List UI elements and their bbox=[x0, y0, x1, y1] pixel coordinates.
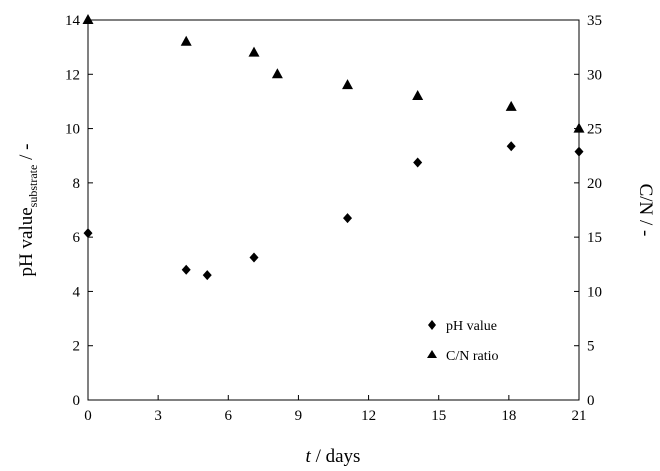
x-axis-ticks: 0 3 6 9 12 15 18 21 bbox=[84, 395, 587, 424]
ph-value-point bbox=[83, 228, 93, 239]
left-y-tick-label: 12 bbox=[65, 67, 80, 83]
ph-value-point bbox=[181, 264, 191, 275]
right-y-tick-label: 0 bbox=[587, 393, 595, 409]
x-tick-label: 6 bbox=[225, 408, 233, 424]
x-axis-label: t / days bbox=[306, 446, 361, 467]
cn-ratio-point bbox=[180, 35, 192, 46]
cn-ratio-point bbox=[82, 14, 94, 24]
left-y-tick-label: 8 bbox=[73, 176, 81, 192]
left-y-tick-label: 10 bbox=[65, 122, 80, 138]
right-y-tick-label: 5 bbox=[587, 339, 595, 355]
legend: pH value C/N ratio bbox=[427, 319, 499, 364]
legend-label-cn: C/N ratio bbox=[446, 349, 499, 364]
x-tick-label: 18 bbox=[501, 408, 516, 424]
ph-value-point bbox=[506, 141, 516, 152]
plot-frame bbox=[87, 19, 580, 401]
left-y-axis-label: pH valuesubstrate / - bbox=[16, 144, 40, 277]
left-y-tick-label: 4 bbox=[73, 284, 81, 300]
x-tick-label: 0 bbox=[84, 408, 92, 424]
right-y-tick-label: 20 bbox=[587, 176, 602, 192]
x-tick-label: 12 bbox=[361, 408, 376, 424]
cn-ratio-point bbox=[505, 100, 517, 111]
right-y-tick-label: 10 bbox=[587, 284, 602, 300]
left-y-tick-label: 6 bbox=[73, 230, 81, 246]
right-y-tick-label: 25 bbox=[587, 122, 602, 138]
x-tick-label: 21 bbox=[572, 408, 587, 424]
ph-value-point bbox=[249, 252, 259, 263]
x-tick-label: 3 bbox=[154, 408, 162, 424]
data-points bbox=[82, 14, 585, 281]
right-y-axis-label: C/N / - bbox=[635, 184, 656, 237]
left-y-axis-label-subscript: substrate bbox=[26, 165, 40, 208]
right-y-tick-label: 35 bbox=[587, 13, 602, 29]
cn-ratio-point bbox=[573, 122, 585, 133]
x-tick-label: 15 bbox=[431, 408, 446, 424]
x-tick-label: 9 bbox=[295, 408, 303, 424]
left-y-tick-label: 14 bbox=[65, 13, 81, 29]
legend-diamond-icon bbox=[428, 320, 436, 330]
ph-value-point bbox=[413, 157, 423, 168]
cn-ratio-point bbox=[412, 90, 424, 100]
x-axis-label-unit: / days bbox=[311, 446, 361, 467]
right-y-tick-label: 30 bbox=[587, 67, 602, 83]
left-y-axis-label-main: pH value bbox=[16, 207, 37, 276]
left-y-axis-label-suffix: / - bbox=[16, 144, 37, 165]
cn-ratio-point bbox=[271, 68, 283, 79]
left-y-tick-label: 2 bbox=[73, 339, 81, 355]
left-y-tick-label: 0 bbox=[73, 393, 81, 409]
cn-ratio-point bbox=[248, 46, 260, 57]
cn-ratio-point bbox=[342, 79, 354, 90]
right-y-tick-label: 15 bbox=[587, 230, 602, 246]
x-axis-label-variable: t bbox=[306, 446, 312, 467]
right-y-axis-ticks: 0 5 10 15 20 25 30 35 bbox=[574, 13, 602, 409]
legend-triangle-icon bbox=[427, 350, 437, 358]
left-y-axis-ticks: 0 2 4 6 8 10 12 14 bbox=[65, 13, 93, 409]
ph-value-point bbox=[343, 213, 353, 224]
ph-value-point bbox=[202, 270, 212, 281]
ph-value-point bbox=[574, 146, 584, 157]
legend-label-ph: pH value bbox=[446, 319, 497, 334]
